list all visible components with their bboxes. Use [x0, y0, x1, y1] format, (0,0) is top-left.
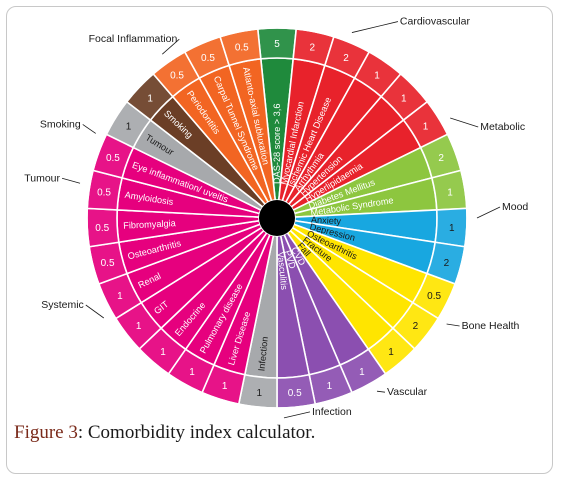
weight-label-1: 2 [309, 43, 315, 54]
weight-label-4: 1 [401, 93, 407, 104]
group-label-8: Smoking [40, 118, 81, 130]
weight-label-2: 2 [343, 53, 349, 64]
weight-label-16: 1 [257, 388, 263, 399]
item-label-23: Fibromyalgia [123, 218, 177, 231]
group-leader-6 [85, 304, 105, 319]
group-leader-2 [476, 206, 501, 219]
group-label-5: Infection [312, 406, 352, 418]
weight-label-12: 1 [388, 347, 394, 358]
weight-label-25: 0.5 [106, 153, 120, 164]
weight-label-17: 1 [222, 381, 228, 392]
weight-label-8: 1 [449, 223, 455, 234]
group-leader-4 [376, 390, 386, 393]
weight-label-28: 0.5 [170, 70, 184, 81]
group-leader-3 [446, 323, 460, 327]
weight-label-7: 1 [447, 188, 453, 199]
weight-label-18: 1 [189, 367, 195, 378]
group-leader-0 [351, 21, 399, 33]
weight-label-0: 5 [274, 39, 280, 50]
weight-label-11: 2 [413, 321, 419, 332]
weight-label-19: 1 [160, 347, 166, 358]
group-leader-8 [82, 124, 96, 134]
group-leader-1 [450, 117, 479, 128]
group-label-0: Cardiovascular [400, 16, 471, 28]
weight-label-22: 0.5 [101, 258, 115, 269]
group-label-9: Focal Inflammation [89, 33, 178, 45]
weight-label-23: 0.5 [95, 223, 109, 234]
group-leader-9 [162, 38, 180, 55]
weight-label-27: 1 [147, 93, 153, 104]
weight-label-30: 0.5 [235, 43, 249, 54]
weight-label-26: 1 [126, 121, 132, 132]
weight-label-3: 1 [374, 70, 380, 81]
weight-label-14: 1 [327, 381, 333, 392]
weight-label-29: 0.5 [201, 53, 215, 64]
item-label-8: Anxiety [311, 215, 342, 227]
caption-text: : Comorbidity index calculator. [77, 422, 316, 443]
group-label-1: Metabolic [480, 121, 525, 133]
group-leader-5 [283, 411, 311, 419]
group-label-6: Systemic [41, 299, 84, 311]
item-label-15: Vasculitis [275, 251, 289, 290]
group-label-7: Tumour [24, 172, 60, 184]
group-leader-7 [61, 177, 81, 184]
group-label-3: Bone Health [462, 320, 520, 332]
item-label-16: Infection [256, 336, 269, 372]
weight-label-10: 0.5 [427, 291, 441, 302]
caption-label: Figure 3 [14, 422, 78, 443]
weight-label-13: 1 [359, 367, 365, 378]
weight-label-5: 1 [423, 121, 429, 132]
group-label-2: Mood [502, 201, 528, 213]
figure-caption: Figure 3: Comorbidity index calculator. [14, 422, 315, 444]
weight-label-9: 2 [444, 258, 450, 269]
weight-label-24: 0.5 [97, 188, 111, 199]
weight-label-21: 1 [117, 291, 123, 302]
center-hub [259, 200, 295, 236]
outer-border [86, 27, 468, 409]
weight-label-15: 0.5 [288, 388, 302, 399]
weight-label-6: 2 [438, 153, 444, 164]
group-label-4: Vascular [387, 386, 428, 398]
weight-label-20: 1 [136, 321, 142, 332]
item-label-0: DAS-28 score > 3,6 [272, 104, 282, 184]
